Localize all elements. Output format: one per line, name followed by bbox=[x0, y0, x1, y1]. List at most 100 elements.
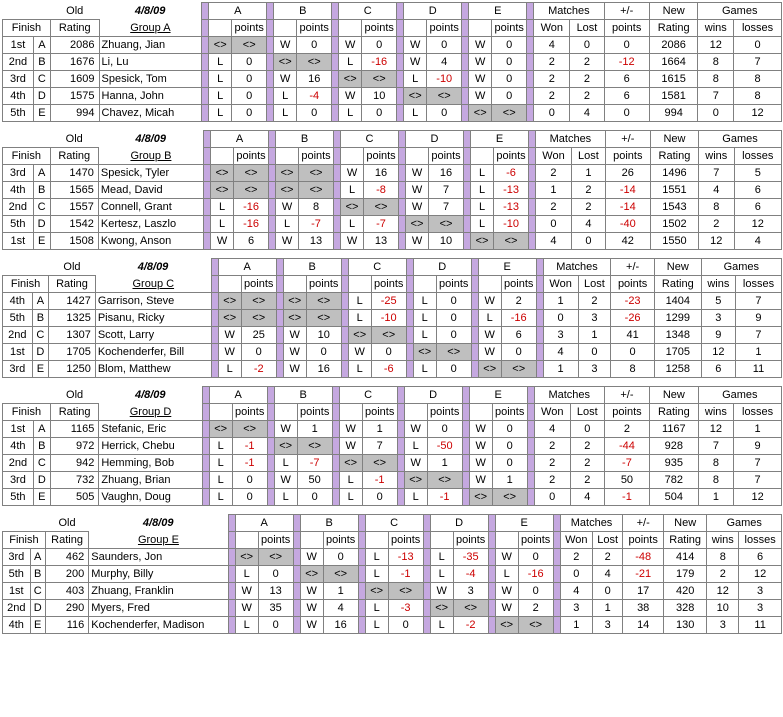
table-row: 3rdE1250Blom, MatthewL-2W16L-6L0<><>1381… bbox=[3, 361, 782, 378]
result-wl: L bbox=[209, 71, 232, 88]
hdr-matches: Matches bbox=[536, 131, 606, 148]
hdr-points: points bbox=[364, 148, 399, 165]
hdr-old: Old bbox=[45, 515, 88, 532]
result-wl: L bbox=[348, 293, 371, 310]
result-wl: <> bbox=[274, 438, 297, 455]
table-row: 1stA1165Stefanic, Eric<><>W1W1W0W0402116… bbox=[3, 421, 782, 438]
result-pts: -10 bbox=[427, 71, 462, 88]
result-wl: L bbox=[235, 566, 258, 583]
result-pts: 0 bbox=[501, 344, 536, 361]
old-rating: 1470 bbox=[50, 165, 98, 182]
result-wl: W bbox=[339, 88, 362, 105]
col-letter: C bbox=[348, 259, 406, 276]
table-row: 5thB1325Pisanu, Ricky<><><><>L-10L0L-160… bbox=[3, 310, 782, 327]
col-letter: E bbox=[469, 3, 527, 20]
player-name: Hemming, Bob bbox=[99, 455, 202, 472]
table-row: 5thB200Murphy, BillyL0<><>L-1L-4L-1604-2… bbox=[3, 566, 782, 583]
result-pts: -6 bbox=[494, 165, 529, 182]
col-letter: E bbox=[471, 131, 529, 148]
result-wl: W bbox=[283, 361, 306, 378]
pm-points: -26 bbox=[611, 310, 655, 327]
result-pts: 10 bbox=[429, 233, 464, 250]
result-wl: W bbox=[406, 199, 429, 216]
result-pts: 6 bbox=[234, 233, 269, 250]
old-rating: 994 bbox=[50, 105, 99, 122]
result-wl: L bbox=[341, 216, 364, 233]
result-pts: <> bbox=[234, 165, 269, 182]
result-pts: -35 bbox=[453, 549, 488, 566]
result-wl: W bbox=[404, 37, 427, 54]
hdr-points: points bbox=[429, 148, 464, 165]
result-pts: <> bbox=[299, 165, 334, 182]
result-pts: 25 bbox=[241, 327, 276, 344]
result-wl: <> bbox=[430, 600, 453, 617]
col-letter: B bbox=[274, 3, 332, 20]
result-wl: W bbox=[283, 327, 306, 344]
result-pts: -7 bbox=[364, 216, 399, 233]
result-pts: -13 bbox=[494, 199, 529, 216]
player-name: Murphy, Billy bbox=[89, 566, 228, 583]
result-pts: <> bbox=[436, 344, 471, 361]
result-wl: W bbox=[276, 233, 299, 250]
result-pts: -50 bbox=[427, 438, 462, 455]
hdr-games: Games bbox=[707, 515, 782, 532]
player-name: Zhuang, Franklin bbox=[89, 583, 228, 600]
hdr-finish: Finish bbox=[3, 532, 46, 549]
result-pts: -16 bbox=[234, 199, 269, 216]
result-wl: W bbox=[430, 583, 453, 600]
pm-points: -1 bbox=[604, 489, 649, 506]
result-wl: L bbox=[235, 617, 258, 634]
pm-points: 0 bbox=[611, 344, 655, 361]
result-pts: 13 bbox=[258, 583, 293, 600]
hdr-points: points bbox=[492, 404, 527, 421]
hdr-games: Games bbox=[698, 387, 781, 404]
hdr-points: points bbox=[323, 532, 358, 549]
result-pts: 13 bbox=[299, 233, 334, 250]
result-pts: 0 bbox=[492, 88, 527, 105]
result-wl: L bbox=[413, 361, 436, 378]
result-wl: L bbox=[471, 165, 494, 182]
result-wl: W bbox=[339, 421, 362, 438]
hdr-points: points bbox=[362, 404, 397, 421]
result-pts: -16 bbox=[362, 54, 397, 71]
old-rating: 732 bbox=[50, 472, 99, 489]
result-pts: <> bbox=[323, 566, 358, 583]
result-wl: W bbox=[274, 421, 297, 438]
old-rating: 1325 bbox=[49, 310, 96, 327]
result-wl: L bbox=[339, 472, 362, 489]
result-pts: -2 bbox=[453, 617, 488, 634]
old-rating: 1508 bbox=[50, 233, 98, 250]
hdr-points: points bbox=[427, 20, 462, 37]
pm-points: 6 bbox=[604, 71, 649, 88]
results-container: Old4/8/09ABCDEMatches+/-NewGamesFinishRa… bbox=[2, 2, 781, 634]
result-wl: L bbox=[413, 327, 436, 344]
result-pts: 4 bbox=[323, 600, 358, 617]
pm-points: -44 bbox=[604, 438, 649, 455]
old-rating: 1575 bbox=[50, 88, 99, 105]
hdr-old: Old bbox=[50, 387, 99, 404]
result-wl: W bbox=[406, 182, 429, 199]
hdr-rating: Rating bbox=[49, 276, 96, 293]
result-wl: L bbox=[471, 199, 494, 216]
table-row: 3rdA462Saunders, Jon<><>W0L-13L-35W022-4… bbox=[3, 549, 782, 566]
result-wl: L bbox=[209, 438, 232, 455]
player-name: Connell, Grant bbox=[98, 199, 203, 216]
old-rating: 290 bbox=[45, 600, 88, 617]
result-wl: <> bbox=[235, 549, 258, 566]
result-pts: -25 bbox=[371, 293, 406, 310]
result-wl: L bbox=[211, 199, 234, 216]
result-pts: 1 bbox=[297, 421, 332, 438]
result-wl: <> bbox=[413, 344, 436, 361]
table-row: 2ndB1676Li, LuL0<><>L-16W4W022-12166487 bbox=[3, 54, 782, 71]
result-wl: W bbox=[406, 233, 429, 250]
table-row: 4thA1427Garrison, Steve<><><><>L-25L0W21… bbox=[3, 293, 782, 310]
result-wl: L bbox=[365, 617, 388, 634]
result-pts: <> bbox=[427, 88, 462, 105]
result-wl: <> bbox=[339, 71, 362, 88]
result-wl: <> bbox=[404, 88, 427, 105]
player-name: Spesick, Tom bbox=[99, 71, 202, 88]
result-pts: 0 bbox=[427, 37, 462, 54]
hdr-finish: Finish bbox=[3, 20, 51, 37]
result-pts: -4 bbox=[297, 88, 332, 105]
hdr-rating: Rating bbox=[50, 404, 99, 421]
